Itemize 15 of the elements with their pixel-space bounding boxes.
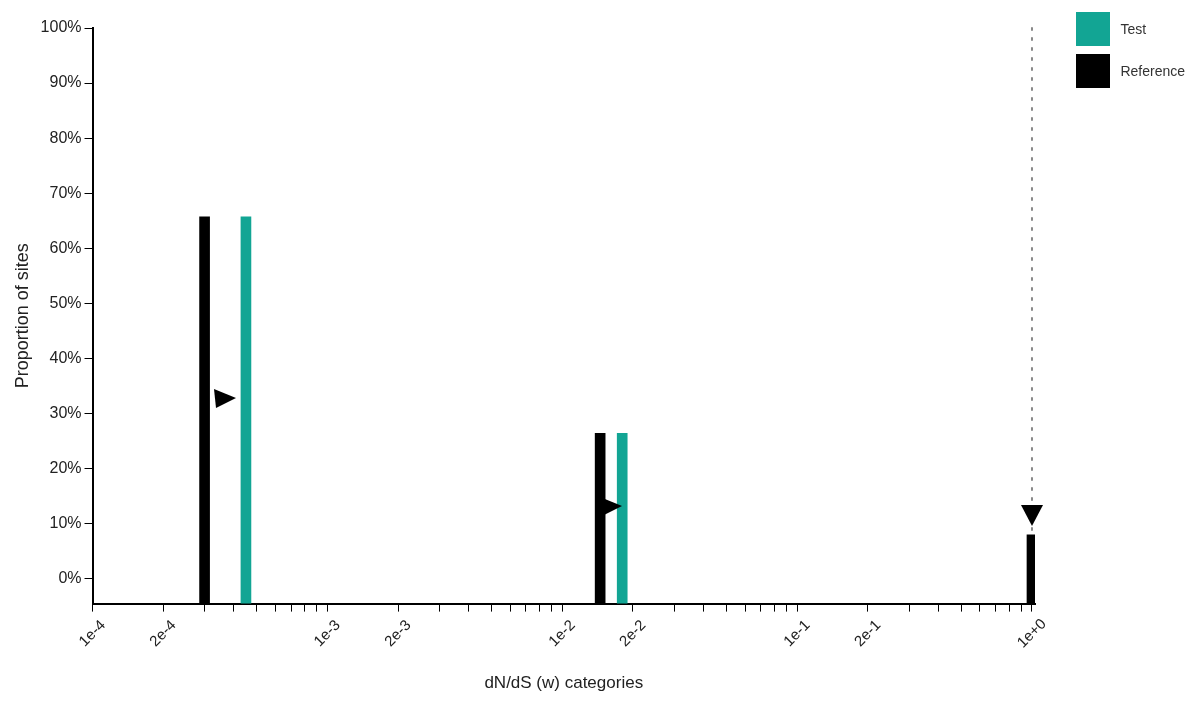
- text: Test: [1120, 21, 1147, 37]
- y-tick-label: 100%: [40, 18, 82, 36]
- y-tick-label: 10%: [49, 514, 82, 532]
- y-tick-label: 50%: [49, 293, 82, 311]
- y-tick-label: 0%: [58, 569, 82, 587]
- text: Reference: [1120, 63, 1185, 79]
- y-tick-label: 80%: [49, 128, 82, 146]
- y-tick-label: 70%: [49, 183, 82, 201]
- y-tick-label: 20%: [49, 459, 82, 477]
- x-axis-title: dN/dS (w) categories: [484, 673, 644, 693]
- y-tick-label: 60%: [49, 238, 82, 256]
- y-axis-title: Proportion of sites: [11, 243, 32, 389]
- y-tick-label: 40%: [49, 348, 82, 366]
- y-tick-label: 90%: [49, 73, 82, 91]
- y-tick-label: 30%: [49, 403, 82, 421]
